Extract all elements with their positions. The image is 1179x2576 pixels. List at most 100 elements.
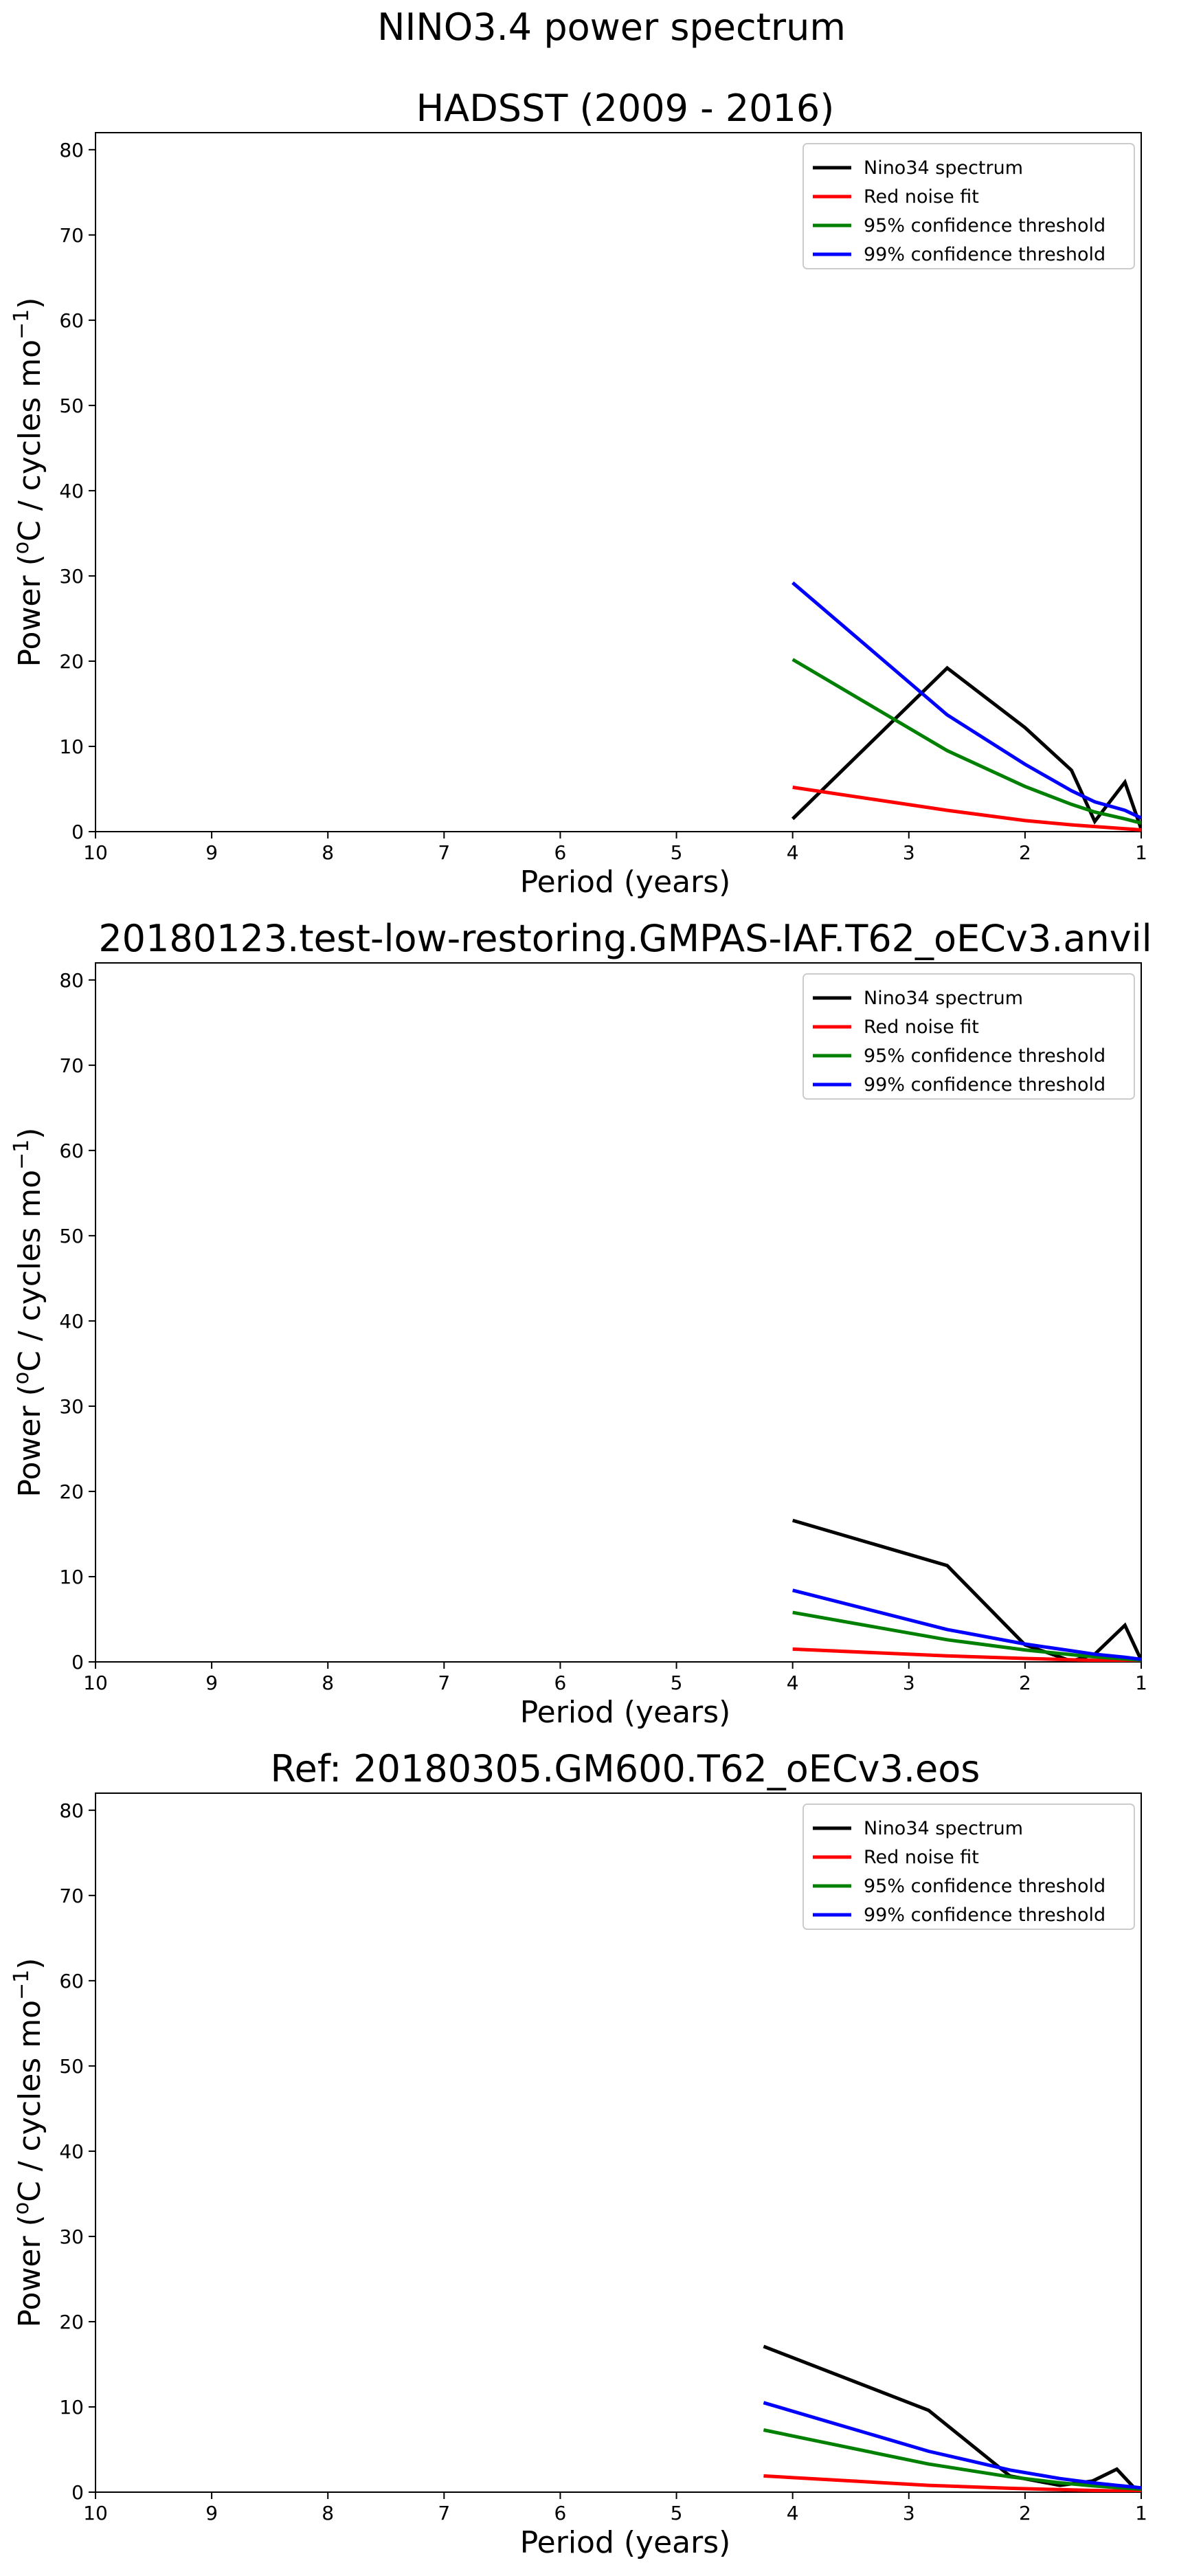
y-axis-label-ylabel-end: ) <box>12 1128 47 1140</box>
y-tick-label: 0 <box>71 2481 84 2504</box>
y-axis-label-ylabel-sup1: o <box>10 542 34 554</box>
x-axis-label: Period (years) <box>520 1695 731 1730</box>
series-lines <box>791 1518 1141 1662</box>
x-tick-label: 7 <box>438 2502 450 2524</box>
y-tick-label: 80 <box>59 1799 84 1822</box>
y-tick-label: 80 <box>59 139 84 162</box>
y-axis-label-ylabel-sup2: −1 <box>10 1970 34 2000</box>
y-tick-label: 60 <box>59 1970 84 1992</box>
x-tick-label: 5 <box>671 841 683 864</box>
x-tick-label: 2 <box>1019 2502 1031 2524</box>
y-tick-label: 30 <box>59 565 84 588</box>
legend: Nino34 spectrum Red noise fit 95% confiden… <box>802 143 1135 269</box>
y-tick-label: 80 <box>59 969 84 992</box>
y-tick-label: 40 <box>59 2140 84 2163</box>
legend-label: 99% confidence threshold <box>864 1074 1105 1096</box>
legend: Nino34 spectrum Red noise fit 95% confiden… <box>802 973 1135 1100</box>
x-tick-label: 4 <box>787 841 799 864</box>
legend-label: Nino34 spectrum <box>864 1818 1023 1839</box>
legend-label: 95% confidence threshold <box>864 215 1105 236</box>
plot-area <box>95 962 1142 1663</box>
x-tick-label: 6 <box>554 841 567 864</box>
legend-label: Red noise fit <box>864 186 979 208</box>
series-line-95-confidence-threshold <box>791 658 1141 825</box>
legend: Nino34 spectrum Red noise fit 95% confiden… <box>802 1803 1135 1930</box>
y-axis-label-ylabel-main: Power ( <box>12 2214 47 2327</box>
figure-suptitle: NINO3.4 power spectrum <box>377 5 846 49</box>
y-axis-label-ylabel-mid: C / cycles mo <box>12 340 47 542</box>
series-lines <box>763 2344 1141 2492</box>
x-tick-label: 5 <box>671 1672 683 1694</box>
y-tick-label: 70 <box>59 1885 84 1907</box>
y-axis-label-ylabel-end: ) <box>12 298 47 309</box>
x-tick-label: 7 <box>438 1672 450 1694</box>
y-axis-label-ylabel-sup2: −1 <box>10 309 34 340</box>
legend-label: Red noise fit <box>864 1017 979 1038</box>
y-tick-label: 70 <box>59 1054 84 1077</box>
x-tick-label: 1 <box>1135 1672 1147 1694</box>
y-tick-label: 20 <box>59 2311 84 2333</box>
y-axis-label-ylabel-mid: C / cycles mo <box>12 1170 47 1372</box>
x-tick-label: 3 <box>903 841 915 864</box>
y-tick-label: 50 <box>59 1225 84 1247</box>
legend-label: Nino34 spectrum <box>864 988 1023 1009</box>
x-tick-label: 9 <box>205 841 218 864</box>
y-axis-label-ylabel-main: Power ( <box>12 1384 47 1497</box>
x-tick-label: 9 <box>205 2502 218 2524</box>
y-axis-label-ylabel-sup1: o <box>10 1372 34 1384</box>
y-axis-label: Power (oC / cycles mo−1) <box>10 1958 48 2328</box>
x-tick-label: 10 <box>83 1672 108 1694</box>
y-axis-label-ylabel-mid: C / cycles mo <box>12 2000 47 2202</box>
chart-title: 20180123.test-low-restoring.GMPAS-IAF.T6… <box>98 917 1152 960</box>
y-axis-label-ylabel-main: Power ( <box>12 554 47 667</box>
y-tick-label: 0 <box>71 1651 84 1674</box>
series-lines <box>791 581 1141 832</box>
chart-title: Ref: 20180305.GM600.T62_oECv3.eos <box>271 1747 980 1790</box>
x-tick-label: 8 <box>322 1672 334 1694</box>
series-line-99-confidence-threshold <box>792 1588 1141 1661</box>
y-axis-label-ylabel-sup1: o <box>10 2202 34 2214</box>
y-tick-label: 70 <box>59 224 84 247</box>
series-line-red-noise-fit <box>792 1647 1141 1662</box>
x-tick-label: 10 <box>83 841 108 864</box>
y-tick-label: 50 <box>59 395 84 417</box>
legend-box <box>802 143 1135 269</box>
legend-label: 99% confidence threshold <box>864 1905 1105 1926</box>
plot-area <box>95 132 1142 832</box>
y-tick-label: 40 <box>59 480 84 502</box>
y-axis-label-ylabel-sup2: −1 <box>10 1140 34 1170</box>
x-tick-label: 8 <box>322 841 334 864</box>
y-axis-label: Power (oC / cycles mo−1) <box>10 1128 48 1498</box>
x-tick-label: 9 <box>205 1672 218 1694</box>
series-line-nino34-spectrum <box>791 665 1141 830</box>
y-tick-label: 10 <box>59 735 84 758</box>
y-axis-label: Power (oC / cycles mo−1) <box>10 298 48 667</box>
legend-label: 99% confidence threshold <box>864 244 1105 265</box>
x-tick-label: 10 <box>83 2502 108 2524</box>
y-tick-label: 0 <box>71 821 84 843</box>
x-tick-label: 1 <box>1135 841 1147 864</box>
legend-label: Nino34 spectrum <box>864 157 1023 179</box>
x-tick-label: 6 <box>554 2502 567 2524</box>
x-tick-label: 2 <box>1019 1672 1031 1694</box>
x-tick-label: 7 <box>438 841 450 864</box>
x-tick-label: 4 <box>787 2502 799 2524</box>
x-tick-label: 2 <box>1019 841 1031 864</box>
legend-box <box>802 973 1135 1100</box>
chart-title: HADSST (2009 - 2016) <box>416 87 835 130</box>
y-tick-label: 30 <box>59 2225 84 2248</box>
x-tick-label: 4 <box>787 1672 799 1694</box>
y-tick-label: 20 <box>59 1480 84 1503</box>
legend-box <box>802 1803 1135 1930</box>
chart-panel-2: 20180123.test-low-restoring.GMPAS-IAF.T6… <box>10 917 1152 1730</box>
x-tick-label: 1 <box>1135 2502 1147 2524</box>
x-tick-label: 8 <box>322 2502 334 2524</box>
y-axis-label-ylabel-end: ) <box>12 1958 47 1970</box>
series-line-red-noise-fit <box>763 2474 1141 2492</box>
y-tick-label: 40 <box>59 1310 84 1333</box>
x-tick-label: 3 <box>903 1672 915 1694</box>
series-line-99-confidence-threshold <box>791 581 1141 820</box>
x-tick-label: 5 <box>671 2502 683 2524</box>
